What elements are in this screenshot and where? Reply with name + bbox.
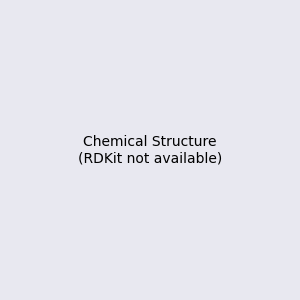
Text: Chemical Structure
(RDKit not available): Chemical Structure (RDKit not available) bbox=[78, 135, 222, 165]
